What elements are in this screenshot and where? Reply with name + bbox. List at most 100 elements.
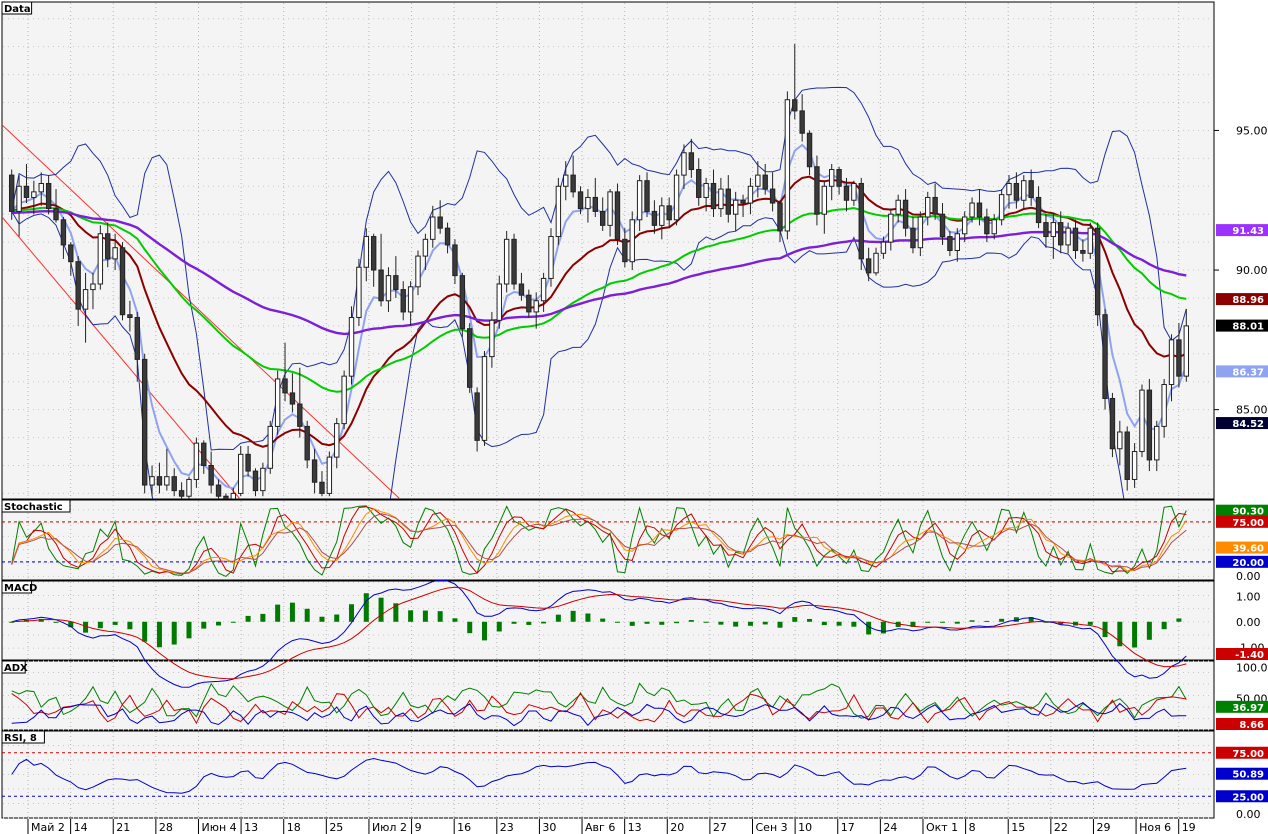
candle-body [829,169,835,187]
candle-body [1065,227,1071,246]
panel-title-box [1,1,33,15]
value-badge [1216,515,1268,528]
macd-histogram-bar [408,610,414,622]
candle-body [622,238,628,263]
candle-body [274,378,281,427]
bollinger-upper [11,86,1187,451]
price-tick-label: 90.00 [1236,264,1268,277]
candle-body [1050,222,1057,238]
panel-grid [3,581,1213,659]
candle-body [141,358,148,486]
macd-histogram-bar [319,616,325,622]
candle-body [718,188,724,210]
macd-histogram-bar [570,610,576,622]
macd-histogram-bar [644,621,650,624]
macd-histogram-bar [954,621,960,624]
candle-body [769,188,776,204]
candle-body [112,247,118,260]
candle-body [156,476,163,486]
date-tick-label: 19 [1182,821,1196,834]
macd-histogram-bar [334,614,340,622]
candle-body [127,314,133,319]
value-badge [1216,648,1268,660]
date-tick-label: 29 [1096,821,1110,834]
macd-histogram-bar [629,621,635,626]
candle-body [82,289,89,310]
candle-body [31,191,37,198]
candle-body [1117,431,1123,450]
candle-body [614,191,621,240]
macd-histogram-bar [481,621,487,641]
rsi-line [11,757,1187,794]
candle-body [917,216,924,249]
candle-body [45,182,52,210]
macd-histogram-bar [393,603,399,622]
candle-body [954,233,960,252]
macd-histogram-bar [851,621,857,627]
candle-body [673,174,680,221]
value-badge-label: 8.66 [1239,720,1264,731]
macd-histogram-bar [83,621,89,633]
panel-title-box [1,499,71,513]
panel-frame [1,499,1215,581]
adx-plus-di [11,682,1187,719]
value-badge-label: 75.00 [1232,518,1264,529]
candle-body [592,196,599,212]
date-tick-label: Май 2 [31,821,65,834]
candle-body [68,244,74,263]
panel-title: Stochastic [4,502,63,513]
macd-histogram-bar [792,617,798,622]
value-badge-label: 20.00 [1232,558,1264,569]
candle-body [171,476,177,492]
candle-body [415,255,421,288]
date-tick-label: 21 [116,821,130,834]
candle-body [193,442,200,480]
macd-histogram-bar [363,593,369,622]
candle-body [186,478,192,497]
macd-histogram-bar [1132,621,1138,648]
candle-body [164,476,170,486]
candle-body [821,185,828,215]
macd-histogram-bar [925,621,931,623]
indicator-tick-label: 0.00 [1236,616,1261,629]
date-tick-label: 27 [713,821,727,834]
candle-body [407,286,414,313]
date-tick-label: 25 [329,821,343,834]
candle-body [297,403,303,427]
macd-histogram-bar [53,621,59,623]
candle-body [696,169,702,198]
candle-body [747,185,754,204]
candle-body [1146,389,1153,461]
price-series [2,43,1190,499]
candle-body [836,169,842,187]
ema-slow [11,206,1187,393]
date-tick-label: Авг 6 [585,821,615,834]
macd-histogram-bar [910,621,916,627]
value-badge [1216,700,1268,713]
candle-body [932,196,938,215]
macd-histogram-bar [880,621,886,634]
candle-body [481,356,488,441]
candle-body [326,456,333,494]
date-tick-label: 14 [74,821,88,834]
candle-body [363,236,369,268]
macd-histogram-bar [1013,617,1019,622]
candle-body [319,481,325,494]
candle-body [385,275,392,302]
macd-histogram-bar [659,621,665,625]
candle-body [119,247,126,316]
date-tick-label: 15 [1011,821,1025,834]
macd-histogram-bar [1087,621,1093,625]
macd-histogram-bar [467,621,473,634]
macd-histogram-bar [97,621,103,629]
candle-body [1043,222,1049,238]
price-tick-label: 95.00 [1236,124,1268,137]
candle-body [38,182,44,193]
candle-body [651,210,658,226]
candle-body [1028,180,1034,198]
indicator-tick-label: 0.00 [1236,570,1261,583]
candle-body [976,202,983,218]
macd-signal [11,586,1187,680]
candle-body [393,275,399,291]
candle-body [503,238,510,285]
